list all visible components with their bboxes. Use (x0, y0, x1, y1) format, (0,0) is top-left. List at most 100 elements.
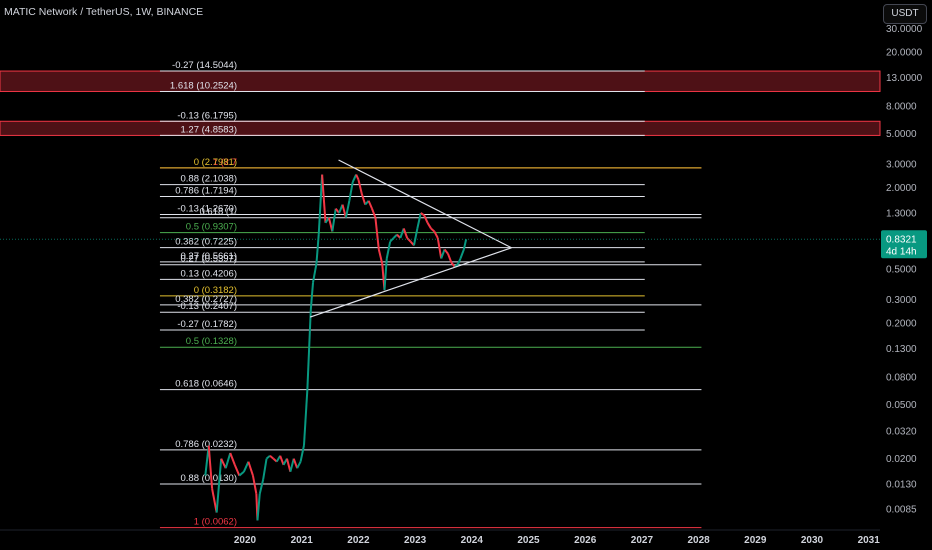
price-segment (296, 461, 302, 469)
fib-zone (0, 70, 881, 92)
triangle-upper-line (338, 159, 512, 249)
price-segment (279, 455, 285, 466)
y-tick-label: 30.0000 (886, 24, 923, 35)
price-segment (457, 258, 462, 265)
price-segment (306, 309, 312, 390)
price-segment (399, 228, 405, 239)
price-segment (317, 174, 324, 235)
price-badge-value: 0.8321 (886, 234, 917, 245)
fib-level-label: 0.618 (0.0646) (175, 379, 237, 390)
fib-level-label: 0.5 (0.9307) (186, 222, 237, 233)
x-axis: 2020 2021 2022 2023 2024 2025 2026 2027 2028 2029… (0, 529, 881, 546)
price-segment (220, 458, 227, 469)
fib-level-label: 0.13 (0.4206) (180, 268, 237, 279)
fib-levels: -0.27 (14.5044) 1.618 (10.2524) -0.13 (6.1… (159, 60, 702, 529)
price-segment (262, 458, 268, 480)
price-badge-box (881, 230, 927, 259)
price-segment (269, 455, 274, 460)
price-segment (229, 452, 236, 466)
price-segment (402, 228, 409, 239)
price-segment (238, 471, 245, 477)
price-badge-countdown: 4d 14h (886, 246, 917, 257)
price-segment (258, 479, 265, 495)
chart-title: MATIC Network / TetherUS, 1W, BINANCE (4, 6, 204, 18)
fib-level-label: 0.382 (0.2727) (175, 294, 237, 305)
price-segment (355, 174, 360, 180)
price-segment (344, 200, 351, 218)
fib-zones (0, 70, 881, 136)
fib-level-label: 0.786 (0.0232) (175, 439, 237, 450)
price-segment (459, 249, 465, 259)
price-segment (436, 237, 443, 259)
y-tick-label: 0.2000 (886, 319, 917, 330)
y-tick-label: 5.0000 (886, 129, 917, 140)
price-segment (377, 249, 384, 264)
price-segment (433, 230, 439, 239)
price-segment (426, 222, 432, 229)
x-tick-label: 2020 (234, 535, 257, 546)
fib-level-label: 0.5 (0.1328) (186, 336, 237, 347)
price-segment (292, 458, 299, 469)
price-segment (367, 200, 373, 210)
y-axis: 30.0000 20.0000 13.0000 8.0000 5.0000 3.0000 2… (886, 24, 923, 516)
fib-level-label: 0.27 (0.5397) (180, 254, 237, 265)
x-tick-label: 2029 (744, 535, 767, 546)
x-tick-label: 2023 (404, 535, 427, 546)
price-segment (374, 217, 380, 250)
price-segment (207, 445, 214, 489)
y-tick-label: 0.1300 (886, 344, 917, 355)
price-segment (443, 248, 449, 255)
y-tick-label: 0.0500 (886, 400, 917, 411)
fib-level-label: 0 (2.7981) (194, 157, 237, 168)
x-tick-label: 2031 (858, 535, 881, 546)
x-tick-label: 2024 (461, 535, 484, 546)
price-segment (412, 228, 419, 246)
fib-level-label: 1 (0.0062) (194, 517, 237, 528)
price-segment (265, 455, 271, 460)
price-segment (420, 212, 425, 217)
price-segment (383, 258, 388, 291)
fib-level-label: 0.88 (2.1038) (180, 174, 237, 185)
triangle-pattern (310, 159, 512, 318)
price-segment (454, 262, 459, 268)
price-segment (242, 461, 250, 473)
price-segment (447, 253, 453, 263)
price-segment (309, 282, 315, 311)
price-segment (430, 227, 436, 233)
price-segment (389, 237, 395, 243)
y-tick-label: 1.3000 (886, 209, 917, 220)
fib-level-label: -0.13 (6.1795) (177, 110, 237, 121)
price-segment (211, 488, 218, 513)
price-series (204, 174, 468, 521)
x-tick-label: 2021 (291, 535, 314, 546)
currency-button[interactable]: USDT (883, 4, 927, 24)
x-tick-label: 2022 (347, 535, 370, 546)
fib-level-label: -0.13 (0.2407) (177, 301, 237, 312)
price-segment (289, 458, 295, 473)
price-segment (224, 452, 232, 469)
x-tick-label: 2026 (574, 535, 597, 546)
y-tick-label: 0.0800 (886, 373, 917, 384)
y-tick-label: 0.0320 (886, 426, 917, 437)
price-segment (299, 445, 305, 462)
price-segment (385, 241, 392, 259)
triangle-lower-line (310, 247, 512, 318)
fib-level-label: 0 (0.3182) (194, 285, 237, 296)
price-segment (233, 464, 241, 476)
price-segment (392, 233, 398, 239)
price-segment (423, 214, 429, 224)
fib-level-label: 0.786 (1.7194) (175, 186, 237, 197)
fib-level-label: 0.27 (0.5661) (180, 251, 237, 262)
price-segment (215, 458, 223, 513)
price-segment (351, 174, 358, 183)
price-segment (406, 237, 412, 243)
fib-level-label: 1.27 (4.8583) (180, 124, 237, 135)
fib-level-label: 0.618 (1. (200, 207, 238, 218)
y-tick-label: 8.0000 (886, 102, 917, 113)
y-tick-label: 0.5000 (886, 265, 917, 276)
price-segment (371, 208, 377, 219)
y-tick-label: 3.0000 (886, 159, 917, 170)
price-segment (462, 239, 468, 250)
x-tick-label: 2030 (801, 535, 824, 546)
